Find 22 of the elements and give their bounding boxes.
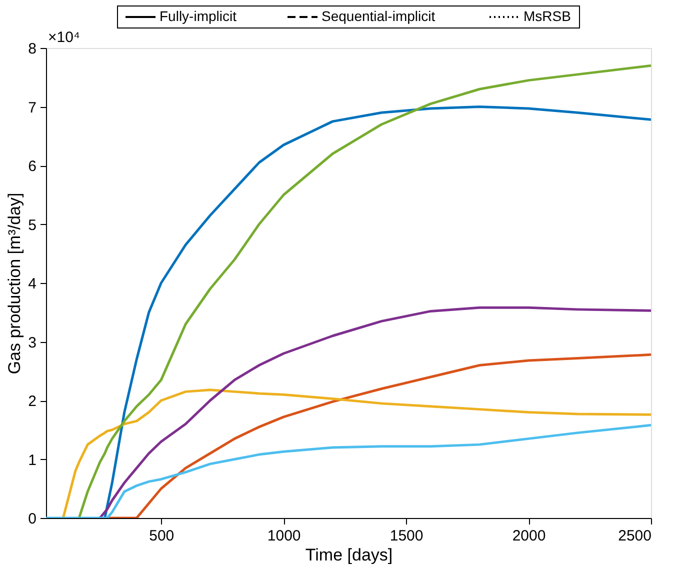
y-axis-title: Gas production [m³/day]	[5, 192, 24, 374]
line-series	[62, 388, 651, 518]
y-tick-label: 5	[28, 216, 36, 234]
x-tick-label: 1500	[390, 528, 424, 544]
text: Fully-implicit	[160, 8, 237, 24]
y-tick-label: 7	[28, 99, 36, 116]
x-axis-title: Time [days]	[305, 546, 393, 564]
y-tick-label: 6	[28, 158, 36, 175]
y-tick-label: 8	[28, 40, 36, 58]
y-tick-label: 2	[28, 393, 36, 410]
y-tick-label: 1	[28, 452, 36, 469]
x-tick-label: 2000	[512, 528, 546, 544]
x-tick-label: 1000	[267, 528, 301, 544]
text: MsRSB	[524, 8, 571, 24]
x-tick-label: 500	[149, 528, 174, 544]
y-tick-label: 0	[28, 510, 36, 528]
x-tick-label: 2500	[618, 528, 652, 544]
line-series	[98, 306, 651, 518]
y-tick-label: 4	[28, 276, 36, 292]
y-tick-label: 3	[28, 334, 36, 352]
text: Sequential-implicit	[322, 8, 436, 24]
text: ×10⁴	[48, 29, 80, 46]
